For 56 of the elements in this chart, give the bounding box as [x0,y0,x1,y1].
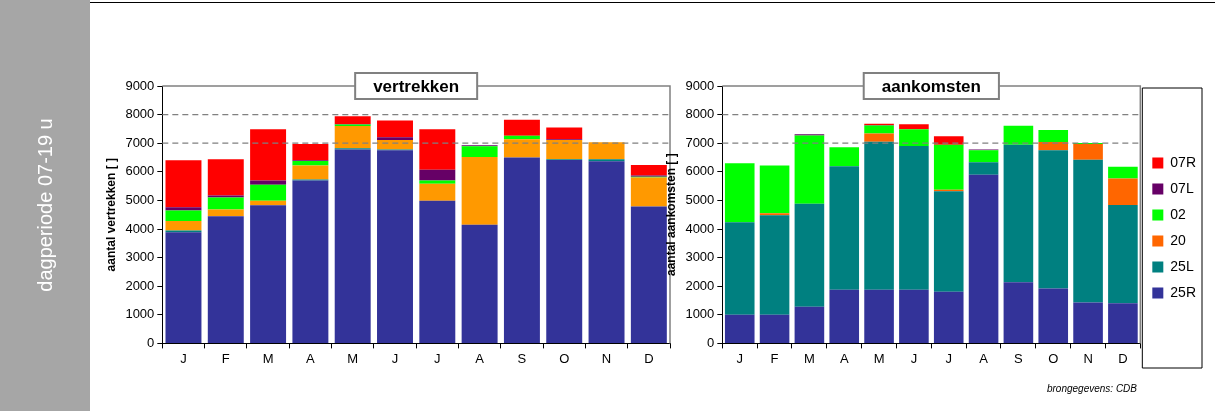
y-tick-label: 2000 [125,277,155,293]
x-tick-label: N [601,350,612,366]
x-tick-label: J [391,350,399,366]
x-tick-label: M [803,350,815,366]
x-tick-label: A [979,350,989,366]
x-tick-label: A [839,350,849,366]
y-tick-label: 1000 [125,306,155,322]
x-tick-label: F [770,350,779,366]
x-tick-label: M [873,350,885,366]
y-tick-label: 5000 [685,191,715,207]
x-tick-label: S [1014,350,1024,366]
y-tick-label: 9000 [685,77,715,93]
text: brongegevens: CDB [1046,383,1137,394]
y-tick-label: 5000 [125,191,155,207]
y-tick-label: 3000 [685,249,715,265]
y-tick-label: 1000 [685,306,715,322]
x-tick-label: A [475,350,485,366]
y-tick-label: 4000 [125,220,155,236]
y-tick-label: 8000 [685,106,715,122]
x-tick-label: N [1083,350,1093,366]
x-tick-label: D [644,350,654,366]
x-tick-label: F [221,350,230,366]
y-tick-label: 6000 [685,163,715,179]
legend-label: 02 [1170,205,1187,222]
x-tick-label: J [736,350,743,366]
x-tick-label: D [1118,350,1128,366]
legend-label: 20 [1170,231,1187,248]
y-tick-label: 7000 [685,134,715,150]
y-tick-label: 7000 [125,134,155,150]
y-tick-label: 9000 [125,77,155,93]
y-tick-label: 0 [707,334,715,350]
x-tick-label: O [559,350,570,366]
y-tick-label: 8000 [125,106,155,122]
x-tick-label: M [262,350,274,366]
x-tick-label: S [517,350,527,366]
legend-label: 07L [1170,179,1194,196]
x-tick-label: J [180,350,187,366]
y-axis-title: aantal aankomsten [ ] [663,153,678,277]
y-tick-label: 3000 [125,249,155,265]
legend-label: 25L [1170,257,1194,274]
chart-title: aankomsten [881,76,981,96]
x-tick-label: O [1048,350,1059,366]
y-tick-label: 0 [147,334,155,350]
y-axis-title: aantal vertrekken [ ] [103,158,118,272]
x-tick-label: J [434,350,441,366]
legend-label: 07R [1170,153,1196,170]
y-tick-label: 2000 [685,277,715,293]
y-tick-label: 6000 [125,163,155,179]
y-tick-label: 4000 [685,220,715,236]
legend-label: 25R [1170,283,1196,300]
chart-title: vertrekken [373,76,460,96]
text: dagperiode 07-19 u [33,118,57,292]
x-tick-label: M [347,350,359,366]
x-tick-label: A [306,350,316,366]
x-tick-label: J [945,350,952,366]
x-tick-label: J [910,350,918,366]
